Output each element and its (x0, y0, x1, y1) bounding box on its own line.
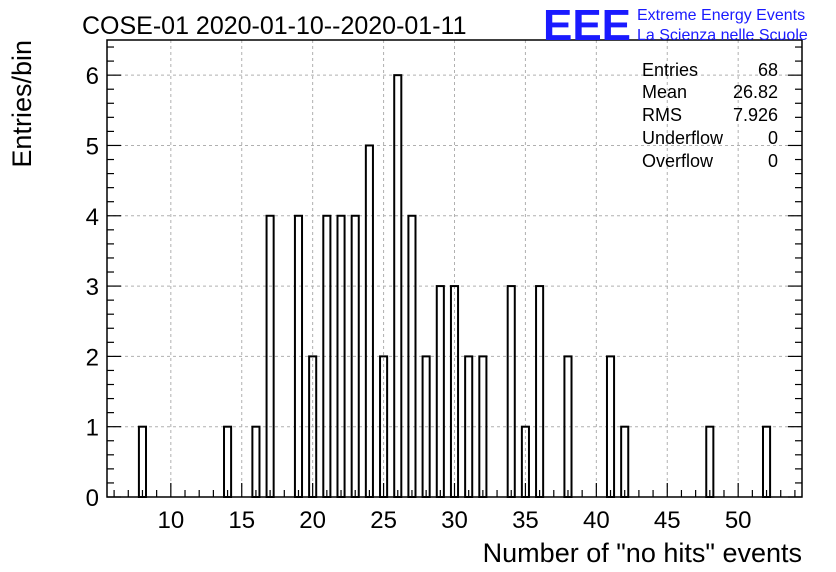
stat-value-overflow: 0 (768, 151, 778, 171)
y-tick-label: 3 (86, 274, 99, 301)
x-tick-label: 50 (725, 507, 752, 534)
x-tick-label: 40 (583, 507, 610, 534)
stat-label-underflow: Underflow (642, 128, 724, 148)
stat-label-overflow: Overflow (642, 151, 714, 171)
y-tick-label: 6 (86, 63, 99, 90)
axes (106, 39, 803, 498)
y-tick-label: 0 (86, 485, 99, 512)
y-axis-label: Entries/bin (7, 40, 37, 168)
y-tick-label: 5 (86, 133, 99, 160)
histogram-bar (137, 425, 148, 499)
stats-box: Entries 68 Mean 26.82 RMS 7.926 Underflo… (642, 60, 778, 171)
histogram-bar (364, 144, 374, 498)
stat-value-underflow: 0 (768, 128, 778, 148)
y-tick-label: 4 (86, 204, 99, 231)
x-tick-label: 30 (441, 507, 468, 534)
histogram-bar (620, 425, 630, 499)
eee-logo-line2: La Scienza nelle Scuole (637, 27, 808, 44)
y-tick-label: 1 (86, 415, 99, 442)
stat-value-entries: 68 (758, 60, 778, 80)
stat-value-mean: 26.82 (733, 82, 778, 102)
x-tick-label: 35 (512, 507, 539, 534)
x-tick-label: 25 (370, 507, 397, 534)
x-tick-label: 45 (654, 507, 681, 534)
grid-lines (107, 40, 802, 497)
histogram-bar (506, 285, 516, 499)
eee-logo-line1: Extreme Energy Events (637, 7, 805, 24)
stat-value-rms: 7.926 (733, 105, 778, 125)
histogram-bar (435, 285, 445, 499)
x-tick-label: 15 (228, 507, 255, 534)
x-tick-labels: 10 15 20 25 30 35 40 45 50 (157, 507, 751, 534)
stat-label-entries: Entries (642, 60, 698, 80)
eee-logo-mark: EEE (543, 1, 631, 50)
histogram-bar (535, 285, 545, 499)
x-tick-label: 10 (157, 507, 184, 534)
histogram-bar (251, 425, 261, 499)
histogram-bar (705, 425, 715, 499)
y-tick-labels: 0 1 2 3 4 5 6 (86, 63, 99, 512)
histogram-bar (761, 425, 772, 499)
eee-logo: EEE Extreme Energy Events La Scienza nel… (543, 1, 808, 50)
x-axis-label: Number of "no hits" events (483, 538, 802, 568)
stat-label-rms: RMS (642, 105, 682, 125)
histogram-bars (137, 74, 772, 499)
x-tick-label: 20 (299, 507, 326, 534)
y-tick-label: 2 (86, 344, 99, 371)
chart-title: COSE-01 2020-01-10--2020-01-11 (82, 12, 467, 40)
stat-label-mean: Mean (642, 82, 687, 102)
histogram-bar (223, 425, 233, 499)
